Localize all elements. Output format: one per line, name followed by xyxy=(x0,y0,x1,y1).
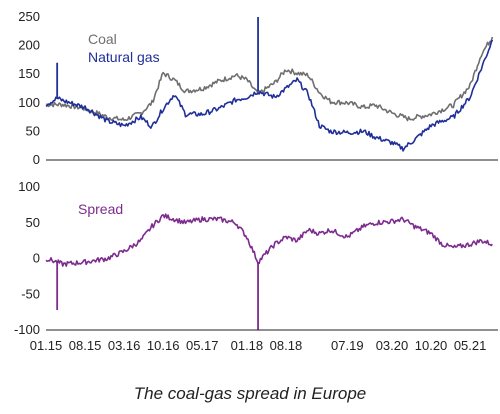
legend-label: Coal xyxy=(88,31,117,47)
x-tick-label: 08.15 xyxy=(69,338,102,353)
y-tick-label: 250 xyxy=(18,9,40,24)
y-tick-label: 0 xyxy=(33,152,40,167)
y-tick-label: -100 xyxy=(14,322,40,337)
y-tick-label: 100 xyxy=(18,95,40,110)
legend-label: Spread xyxy=(78,201,123,217)
y-tick-label: -50 xyxy=(21,286,40,301)
y-tick-label: 100 xyxy=(18,179,40,194)
y-tick-label: 150 xyxy=(18,66,40,81)
x-tick-label: 08.18 xyxy=(270,338,303,353)
series-line-natural-gas xyxy=(45,39,494,152)
x-tick-label: 05.21 xyxy=(454,338,487,353)
series-line-spread xyxy=(45,213,493,267)
y-tick-label: 200 xyxy=(18,38,40,53)
series-line-coal xyxy=(45,36,494,122)
y-tick-label: 50 xyxy=(26,123,40,138)
x-tick-label: 05.17 xyxy=(186,338,219,353)
x-tick-label: 10.20 xyxy=(415,338,448,353)
legend-label: Natural gas xyxy=(88,49,160,65)
x-tick-label: 07.19 xyxy=(331,338,364,353)
y-tick-label: 50 xyxy=(26,215,40,230)
y-tick-label: 0 xyxy=(33,251,40,266)
x-tick-label: 01.15 xyxy=(30,338,63,353)
x-tick-label: 03.16 xyxy=(108,338,141,353)
x-tick-label: 01.18 xyxy=(231,338,264,353)
x-tick-label: 03.20 xyxy=(376,338,409,353)
x-tick-label: 10.16 xyxy=(147,338,180,353)
chart-caption: The coal-gas spread in Europe xyxy=(133,384,367,403)
